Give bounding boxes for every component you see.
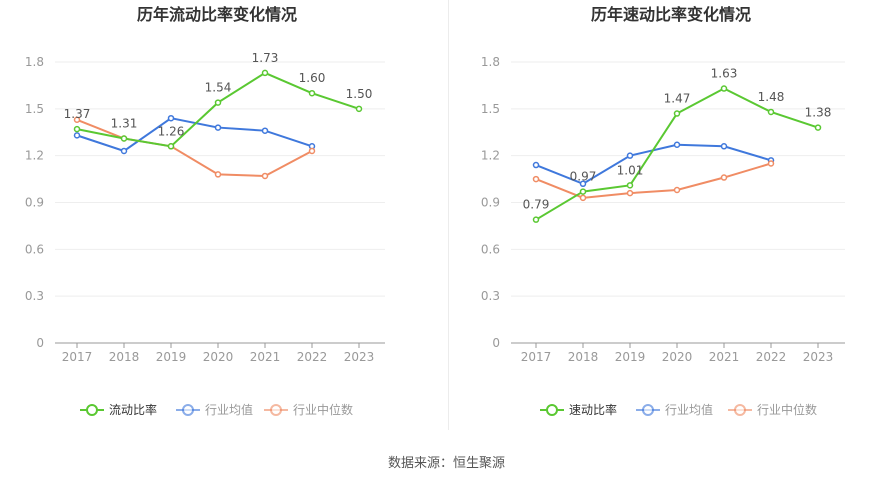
data-point [261,69,269,77]
x-tick-label: 2023 [803,350,834,364]
legend-label: 行业均值 [205,402,253,417]
data-label: 1.01 [617,163,644,177]
data-point [720,85,728,92]
data-label: 1.60 [299,71,326,85]
data-point [120,147,128,155]
x-tick-label: 2019 [615,350,646,364]
data-point [355,105,363,113]
data-point [308,147,316,155]
data-label: 1.31 [111,116,138,130]
x-tick-label: 2021 [250,350,281,364]
y-tick-label: 1.5 [481,102,500,116]
data-point [814,124,822,131]
data-point [532,175,540,183]
data-point [579,194,587,202]
y-tick-label: 0 [36,336,44,350]
y-tick-label: 1.2 [481,149,500,163]
x-tick-label: 2017 [62,350,93,364]
data-label: 1.37 [64,107,91,121]
y-tick-label: 0.9 [481,196,500,210]
y-tick-label: 0.9 [25,196,44,210]
legend-label: 速动比率 [569,402,617,417]
data-point [261,127,269,134]
chart-divider [448,0,449,430]
data-point [73,132,81,139]
data-point [532,216,540,223]
data-point [214,171,222,178]
x-tick-label: 2018 [568,350,599,364]
chart-title: 历年速动比率变化情况 [591,5,751,24]
legend-label: 行业中位数 [293,402,353,417]
data-point [579,188,587,195]
legend-swatch-marker [270,404,282,416]
y-tick-label: 0.6 [481,242,500,256]
y-tick-label: 1.8 [481,55,500,69]
data-point [120,135,128,142]
data-point [167,114,175,122]
data-label: 1.73 [252,51,279,65]
data-point [720,174,728,181]
data-point [673,110,681,117]
data-point [720,143,728,150]
data-point [767,108,775,116]
series-line-0 [535,87,819,221]
data-point [673,141,681,148]
data-label: 1.54 [205,81,232,95]
data-point [261,172,269,180]
legend-swatch-marker [642,404,654,416]
legend-swatch-marker [734,404,746,416]
data-point [626,189,634,197]
chart-title: 历年流动比率变化情况 [137,5,297,24]
data-point [767,160,775,167]
data-label: 1.63 [711,67,738,81]
legend-label: 行业均值 [665,402,713,417]
y-tick-label: 0 [492,336,500,350]
legend-swatch-marker [182,404,194,416]
data-point [626,182,634,189]
legend-swatch-marker [86,404,98,416]
series-line-2 [535,162,772,199]
data-label: 0.79 [523,198,550,212]
data-label: 1.47 [664,92,691,106]
data-label: 0.97 [570,170,597,184]
y-tick-label: 1.8 [25,55,44,69]
data-point [626,152,634,159]
data-source-note: 数据来源：恒生聚源 [387,456,505,471]
x-tick-label: 2023 [344,350,375,364]
data-label: 1.38 [805,106,832,120]
data-point [579,180,587,188]
x-tick-label: 2022 [297,350,328,364]
x-tick-label: 2018 [109,350,140,364]
x-tick-label: 2021 [709,350,740,364]
legend-swatch-marker [546,404,558,416]
data-point [73,116,81,124]
series-line-2 [76,118,313,177]
data-label: 1.26 [158,124,185,138]
data-point [532,161,540,169]
y-tick-label: 1.2 [25,149,44,163]
y-tick-label: 1.5 [25,102,44,116]
x-tick-label: 2019 [156,350,187,364]
data-point [214,99,222,106]
y-tick-label: 0.6 [25,242,44,256]
legend-label: 流动比率 [109,402,157,417]
y-tick-label: 0.3 [25,289,44,303]
x-tick-label: 2022 [756,350,787,364]
data-label: 1.48 [758,90,785,104]
y-tick-label: 0.3 [481,289,500,303]
x-tick-label: 2020 [662,350,693,364]
legend-label: 行业中位数 [757,402,817,417]
x-tick-label: 2020 [203,350,234,364]
data-point [673,186,681,194]
data-label: 1.50 [346,87,373,101]
data-point [214,124,222,131]
data-point [73,125,81,133]
x-tick-label: 2017 [521,350,552,364]
series-line-1 [76,117,313,153]
data-point [167,143,175,150]
data-point [308,89,316,97]
